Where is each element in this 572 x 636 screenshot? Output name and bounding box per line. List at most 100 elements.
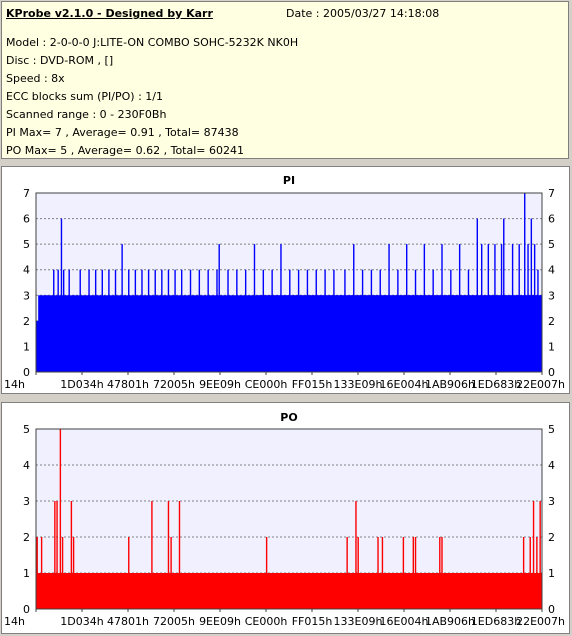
spike-bar [346, 537, 348, 609]
y-tick-label-right: 2 [548, 531, 555, 544]
spike-bar [262, 269, 265, 372]
spike-bar [167, 269, 170, 372]
y-tick-label-right: 3 [548, 495, 555, 508]
x-tick-label: CE000h [245, 378, 288, 391]
chart-title: PI [283, 174, 295, 187]
spike-bar [423, 244, 426, 372]
spike-bar [511, 244, 514, 372]
x-tick-label: FF015h [292, 615, 333, 628]
spike-bar [59, 429, 62, 609]
baseline-bar [256, 295, 542, 372]
y-tick-label-left: 5 [23, 423, 30, 436]
spike-bar [441, 244, 443, 372]
spike-bar [289, 269, 291, 372]
x-tick-label: 72005h [153, 378, 195, 391]
spike-bar [121, 244, 123, 372]
spike-bar [147, 269, 150, 372]
x-tick-label: 47801h [107, 378, 149, 391]
spike-bar [57, 269, 59, 372]
spike-bar [174, 269, 176, 372]
pi-summary-line: PI Max= 7 , Average= 0.91 , Total= 87438 [6, 126, 239, 139]
spike-bar [271, 269, 273, 372]
spike-bar [216, 269, 218, 372]
spike-bar [62, 269, 65, 372]
x-tick-label: 22E007h [516, 378, 565, 391]
y-tick-label-right: 6 [548, 213, 555, 226]
spike-bar [114, 269, 117, 372]
spike-bar [40, 537, 43, 609]
spike-bar [151, 501, 153, 609]
spike-bar [315, 269, 317, 372]
x-tick-label: 1ED683h [471, 378, 521, 391]
y-tick-label-right: 0 [548, 603, 555, 616]
spike-bar [518, 244, 520, 372]
spike-bar [494, 244, 496, 372]
spike-bar [88, 269, 90, 372]
y-tick-label-right: 7 [548, 187, 555, 200]
plot-frame [35, 192, 543, 373]
x-tick-label: 1D034h [60, 615, 103, 628]
spike-bar [198, 269, 201, 372]
y-tick-label-left: 0 [23, 603, 30, 616]
baseline-bar [36, 573, 542, 609]
spike-bar [530, 218, 533, 372]
spike-bar [533, 244, 536, 372]
spike-bar [458, 244, 461, 372]
ecc-line: ECC blocks sum (PI/PO) : 1/1 [6, 90, 163, 103]
x-tick-label: 1AB906h [425, 378, 475, 391]
y-tick-label-right: 4 [548, 264, 555, 277]
y-tick-label-left: 3 [23, 289, 30, 302]
y-tick-label-left: 2 [23, 531, 30, 544]
spike-bar [355, 501, 357, 609]
y-tick-label-right: 4 [548, 459, 555, 472]
spike-bar [108, 269, 110, 372]
spike-bar [441, 537, 443, 609]
spike-bar [72, 295, 75, 372]
spike-bar [297, 269, 300, 372]
x-tick-label: 9EE09h [199, 378, 241, 391]
spike-bar [467, 269, 470, 372]
spike-bar [244, 269, 247, 372]
y-tick-label-left: 4 [23, 264, 30, 277]
spike-bar [412, 537, 415, 609]
spike-bar [61, 537, 64, 609]
y-tick-label-right: 1 [548, 567, 555, 580]
spike-bar [68, 269, 70, 372]
spike-bar [167, 501, 170, 609]
spike-bar [180, 269, 183, 372]
po-chart: PO 0 0 1 1 2 2 3 3 4 4 5 5 14h 1D034h 47801h 72005h 9EE09… [4, 411, 565, 628]
spike-bar [370, 269, 373, 372]
y-tick-label-left: 1 [23, 567, 30, 580]
spike-bar [402, 537, 405, 609]
spike-bar [53, 269, 55, 372]
spike-bar [189, 269, 192, 372]
spike-bar [487, 244, 490, 372]
spike-bar [265, 537, 268, 609]
pi-chart: PI 0 0 1 1 2 2 3 3 4 4 5 5 6 6 7 7 14h 1D034h 47801h 72005h 9… [4, 174, 565, 391]
y-tick-label-left: 4 [23, 459, 30, 472]
spike-bar [536, 537, 538, 609]
range-line: Scanned range : 0 - 230F0Bh [6, 108, 167, 121]
spike-bar [218, 244, 220, 372]
plot-frame [35, 428, 543, 610]
spike-bar [524, 193, 526, 372]
y-tick-label-right: 5 [548, 238, 555, 251]
spike-bar [537, 269, 539, 372]
x-tick-label: 16E004h [380, 615, 429, 628]
spike-bar [54, 501, 56, 609]
spike-bar [379, 269, 381, 372]
spike-bar [361, 269, 364, 372]
x-tick-label: 133E09h [334, 378, 383, 391]
spike-bar [414, 537, 417, 609]
spike-bar [236, 269, 238, 372]
spike-bar [101, 269, 103, 372]
spike-bar [406, 244, 408, 372]
x-tick-label: 14h [4, 378, 25, 391]
spike-bar [227, 269, 229, 372]
y-tick-label-right: 0 [548, 366, 555, 379]
x-tick-label: 1D034h [60, 378, 103, 391]
spike-bar [450, 269, 452, 372]
x-tick-label: 22E007h [516, 615, 565, 628]
spike-bar [529, 537, 531, 609]
spike-bar [79, 269, 81, 372]
